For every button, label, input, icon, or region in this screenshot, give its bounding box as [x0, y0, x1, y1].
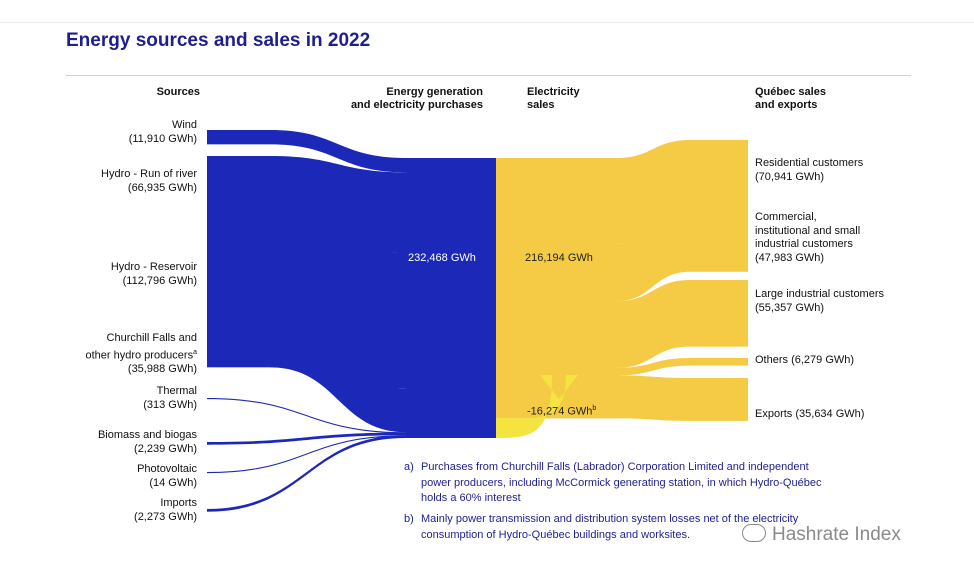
dest-bar-4 [690, 378, 748, 421]
source-name: Wind [171, 119, 197, 131]
source-flow-1 [270, 156, 406, 253]
footnote-line: power producers, including McCormick gen… [421, 476, 822, 489]
header-sources: Sources [156, 86, 200, 98]
generation-node [406, 158, 496, 438]
footnote-line: holds a 60% interest [421, 492, 521, 504]
dest-bar-1 [690, 214, 748, 272]
header-sales-line2: sales [527, 99, 555, 111]
source-value: (313 GWh) [143, 398, 197, 411]
footnote-line: Mainly power transmission and distributi… [421, 513, 799, 525]
footnote-b: b) Mainly power transmission and distrib… [404, 512, 904, 543]
dest-label-others: Others (6,279 GWh) [755, 354, 854, 368]
source-value: (14 GWh) [149, 476, 197, 489]
source-label-reservoir: Hydro - Reservoir (112,796 GWh) [111, 261, 197, 288]
source-flow-4 [207, 398, 406, 434]
dest-name: Residential customers [755, 157, 864, 169]
footnote-mark-b: b [592, 405, 597, 412]
header-generation: Energy generation and electricity purcha… [351, 86, 483, 112]
sales-total-value: 216,194 GWh [525, 252, 593, 264]
dest-flow-4 [616, 375, 690, 421]
dest-name: Large industrial customers [755, 288, 885, 300]
dest-flow-3 [616, 358, 690, 376]
source-bar-3 [207, 324, 270, 368]
source-value: (35,988 GWh) [127, 362, 197, 375]
footnote-letter: a) [404, 461, 414, 473]
source-label-thermal: Thermal (313 GWh) [143, 385, 197, 412]
top-divider [0, 22, 974, 23]
source-flow-7 [207, 435, 406, 512]
header-quebec: Québec sales and exports [755, 86, 826, 112]
dest-label-large-industrial: Large industrial customers (55,357 GWh) [755, 288, 884, 315]
dest-bar-0 [690, 140, 748, 226]
dest-name-line3: industrial customers [755, 238, 853, 250]
source-flow-0 [270, 130, 406, 173]
source-name-line1: Churchill Falls and [106, 332, 197, 344]
losses-value: -16,274 GWhb [527, 405, 596, 418]
source-value: (2,273 GWh) [134, 510, 197, 523]
source-label-biomass: Biomass and biogas (2,239 GWh) [98, 429, 197, 456]
dest-label-commercial: Commercial, institutional and small indu… [755, 211, 860, 265]
losses-arrow [496, 375, 578, 438]
dest-value: (47,983 GWh) [755, 251, 825, 264]
dest-name: Exports [755, 408, 793, 420]
title-rule [66, 75, 911, 76]
dest-value: (70,941 GWh) [755, 170, 825, 183]
source-value: (11,910 GWh) [128, 132, 197, 145]
header-quebec-line1: Québec sales [755, 86, 826, 98]
chart-title: Energy sources and sales in 2022 [66, 30, 371, 51]
generation-total-value: 232,468 GWh [408, 252, 476, 264]
source-name: Hydro - Run of river [101, 168, 197, 180]
source-label-imports: Imports (2,273 GWh) [134, 497, 197, 524]
source-flow-3 [270, 324, 406, 433]
header-generation-line1: Energy generation [386, 86, 483, 98]
dest-flow-2 [616, 280, 690, 368]
dest-value: (55,357 GWh) [755, 301, 825, 314]
source-value: (112,796 GWh) [122, 274, 197, 287]
source-label-run-of-river: Hydro - Run of river (66,935 GWh) [101, 168, 197, 195]
source-name: Hydro - Reservoir [110, 261, 197, 273]
source-bar-0 [207, 130, 270, 145]
watermark: Hashrate Index [742, 523, 901, 546]
footnote-line: Purchases from Churchill Falls (Labrador… [421, 461, 809, 473]
source-name: Biomass and biogas [97, 429, 197, 441]
dest-label-residential: Residential customers (70,941 GWh) [755, 157, 863, 184]
dest-value: (35,634 GWh) [795, 408, 865, 420]
header-sales: Electricity sales [527, 86, 580, 112]
header-sales-line1: Electricity [527, 86, 580, 98]
source-label-photovoltaic: Photovoltaic (14 GWh) [137, 463, 197, 490]
dest-bar-3 [690, 358, 748, 366]
header-quebec-line2: and exports [755, 99, 818, 111]
losses-value-text: -16,274 GWh [527, 405, 593, 418]
wechat-icon [742, 523, 766, 542]
source-value: (66,935 GWh) [127, 181, 197, 194]
source-name: Photovoltaic [137, 463, 197, 475]
dest-label-exports: Exports (35,634 GWh) [755, 408, 864, 422]
footnote-mark-a: a [193, 348, 197, 356]
dest-name-line2: institutional and small [755, 224, 861, 237]
sales-node [496, 158, 616, 419]
source-flow-6 [207, 435, 406, 474]
footnote-line: consumption of Hydro-Québec buildings an… [421, 528, 691, 541]
dest-value: (6,279 GWh) [791, 354, 855, 366]
source-flow-5 [207, 432, 406, 445]
footnote-a: a) Purchases from Churchill Falls (Labra… [404, 460, 904, 507]
source-name: Thermal [156, 385, 197, 397]
watermark-text: Hashrate Index [772, 524, 901, 545]
source-label-wind: Wind (11,910 GWh) [129, 119, 197, 146]
source-bar-1 [207, 156, 270, 237]
header-generation-line2: and electricity purchases [350, 99, 483, 111]
footnote-letter: b) [404, 513, 414, 525]
dest-flow-1 [616, 214, 690, 302]
dest-name: Others [755, 354, 789, 366]
source-name-line2: other hydro producers [85, 349, 194, 362]
dest-bar-2 [690, 280, 748, 347]
source-name: Imports [160, 497, 197, 509]
source-label-churchill-falls: Churchill Falls and other hydro producer… [85, 332, 197, 376]
dest-name-line1: Commercial, [755, 211, 817, 223]
source-value: (2,239 GWh) [134, 442, 197, 455]
